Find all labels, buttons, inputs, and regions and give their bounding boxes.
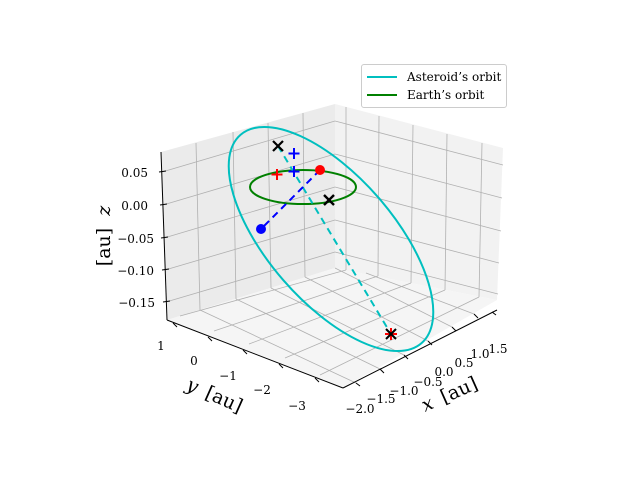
plot-data (227, 125, 435, 353)
grid-lines (161, 107, 504, 384)
svg-text:1: 1 (157, 339, 165, 353)
svg-text:1.5: 1.5 (488, 342, 507, 356)
earth-position-marker (315, 165, 325, 175)
earth-orbit (249, 169, 357, 205)
earth-asteroid-line (260, 169, 321, 230)
y-axis-tick-labels: 1 0 −1 −2 −3 (157, 339, 306, 413)
svg-text:−0.10: −0.10 (117, 264, 154, 278)
svg-text:−2: −2 (253, 383, 271, 397)
apsis-lower-marker (385, 328, 397, 340)
svg-text:−0.15: −0.15 (118, 296, 155, 310)
blue-plus-marker-lower (288, 166, 300, 177)
legend-label: Earth’s orbit (407, 88, 485, 102)
asteroid-position-marker (256, 224, 266, 234)
svg-text:−1.5: −1.5 (366, 392, 395, 406)
z-axis-ticks (158, 170, 171, 303)
apsis-upper-x-marker (272, 140, 284, 152)
legend-item-earth-orbit: Earth’s orbit (362, 86, 484, 104)
svg-text:−1: −1 (219, 369, 237, 383)
svg-text:[au] z: [au] z (93, 205, 115, 266)
svg-text:0.00: 0.00 (121, 199, 148, 213)
asteroid-orbit-swatch (367, 76, 397, 78)
blue-plus-marker-upper (288, 148, 300, 159)
axes-panes (161, 104, 503, 388)
legend-item-asteroid-orbit: Asteroid’s orbit (362, 68, 501, 86)
svg-text:1.0: 1.0 (470, 347, 489, 361)
svg-text:−0.5: −0.5 (413, 375, 442, 389)
svg-text:−2.0: −2.0 (345, 402, 374, 416)
svg-text:0.05: 0.05 (121, 166, 148, 180)
z-axis-label: [au] z (93, 205, 115, 266)
asteroid-orbit (227, 125, 435, 353)
svg-text:−1.0: −1.0 (389, 384, 418, 398)
axis-lines (160, 151, 498, 389)
svg-text:0.5: 0.5 (454, 356, 473, 370)
svg-text:−3: −3 (288, 399, 306, 413)
x-axis-line (342, 309, 498, 389)
z-axis-tick-labels: 0.05 0.00 −0.05 −0.10 −0.15 (117, 166, 155, 310)
red-plus-marker (271, 169, 283, 180)
y-axis-ticks (172, 322, 320, 383)
svg-text:−0.05: −0.05 (117, 232, 154, 246)
z-axis-line (160, 151, 168, 321)
legend-label: Asteroid’s orbit (407, 70, 502, 84)
x-axis-ticks (355, 311, 497, 387)
apsides-line (277, 145, 392, 335)
earth-orbit-swatch (367, 94, 397, 96)
x-axis-tick-labels: −2.0 −1.5 −1.0 −0.5 0.0 0.5 1.0 1.5 (345, 342, 507, 416)
svg-text:0: 0 (190, 354, 198, 368)
svg-text:0.0: 0.0 (434, 365, 453, 379)
y-axis-line (166, 319, 344, 389)
legend: Asteroid’s orbit Earth’s orbit (361, 64, 507, 108)
earth-node-x-marker (323, 194, 335, 206)
